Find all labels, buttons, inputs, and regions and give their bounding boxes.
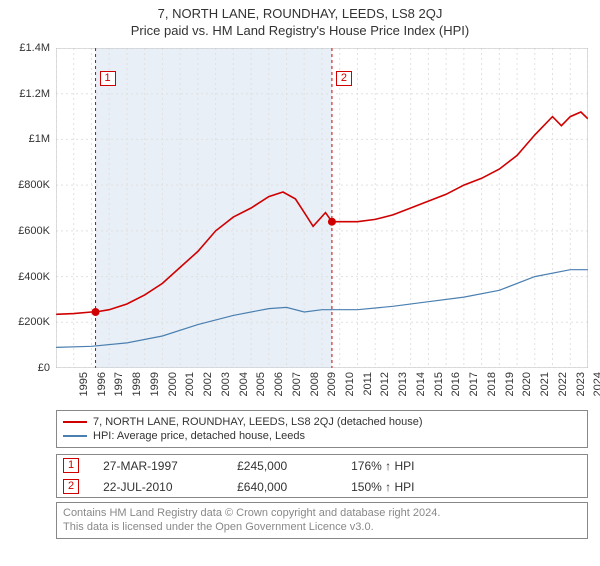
footer-attribution: Contains HM Land Registry data © Crown c… — [56, 502, 588, 539]
sale-marker-badge: 1 — [100, 71, 116, 86]
y-axis-tick-label: £200K — [18, 316, 56, 328]
transaction-price: £640,000 — [237, 480, 327, 494]
transaction-date: 22-JUL-2010 — [103, 480, 213, 494]
chart-container: 7, NORTH LANE, ROUNDHAY, LEEDS, LS8 2QJ … — [0, 6, 600, 566]
y-axis-tick-label: £800K — [18, 179, 56, 191]
plot-svg — [56, 48, 588, 368]
legend-label: 7, NORTH LANE, ROUNDHAY, LEEDS, LS8 2QJ … — [93, 416, 423, 428]
footer-line: Contains HM Land Registry data © Crown c… — [63, 506, 581, 520]
y-axis-tick-label: £1.2M — [19, 88, 56, 100]
transaction-marker: 2 — [63, 479, 79, 494]
legend-label: HPI: Average price, detached house, Leed… — [93, 430, 305, 442]
y-axis-tick-label: £1.4M — [19, 42, 56, 54]
legend-swatch — [63, 435, 87, 437]
chart-subtitle: Price paid vs. HM Land Registry's House … — [0, 23, 600, 38]
transaction-delta: 150% ↑ HPI — [351, 480, 414, 494]
chart-title: 7, NORTH LANE, ROUNDHAY, LEEDS, LS8 2QJ — [0, 6, 600, 21]
x-axis-tick-label: 2025 — [582, 348, 600, 372]
transaction-price: £245,000 — [237, 459, 327, 473]
transaction-row: 2 22-JUL-2010 £640,000 150% ↑ HPI — [57, 476, 587, 497]
legend: 7, NORTH LANE, ROUNDHAY, LEEDS, LS8 2QJ … — [56, 410, 588, 448]
legend-swatch — [63, 421, 87, 423]
transaction-delta: 176% ↑ HPI — [351, 459, 414, 473]
transactions-table: 1 27-MAR-1997 £245,000 176% ↑ HPI 2 22-JUL-20… — [56, 454, 588, 498]
y-axis-tick-label: £600K — [18, 225, 56, 237]
y-axis-tick-label: £400K — [18, 271, 56, 283]
legend-item: 7, NORTH LANE, ROUNDHAY, LEEDS, LS8 2QJ … — [63, 415, 581, 429]
transaction-marker: 1 — [63, 458, 79, 473]
plot-area: £0£200K£400K£600K£800K£1M£1.2M£1.4M 1995… — [56, 48, 588, 368]
y-axis-tick-label: £1M — [29, 133, 56, 145]
transaction-row: 1 27-MAR-1997 £245,000 176% ↑ HPI — [57, 455, 587, 476]
sale-marker-badge: 2 — [336, 71, 352, 86]
footer-line: This data is licensed under the Open Gov… — [63, 520, 581, 534]
transaction-date: 27-MAR-1997 — [103, 459, 213, 473]
legend-item: HPI: Average price, detached house, Leed… — [63, 429, 581, 443]
